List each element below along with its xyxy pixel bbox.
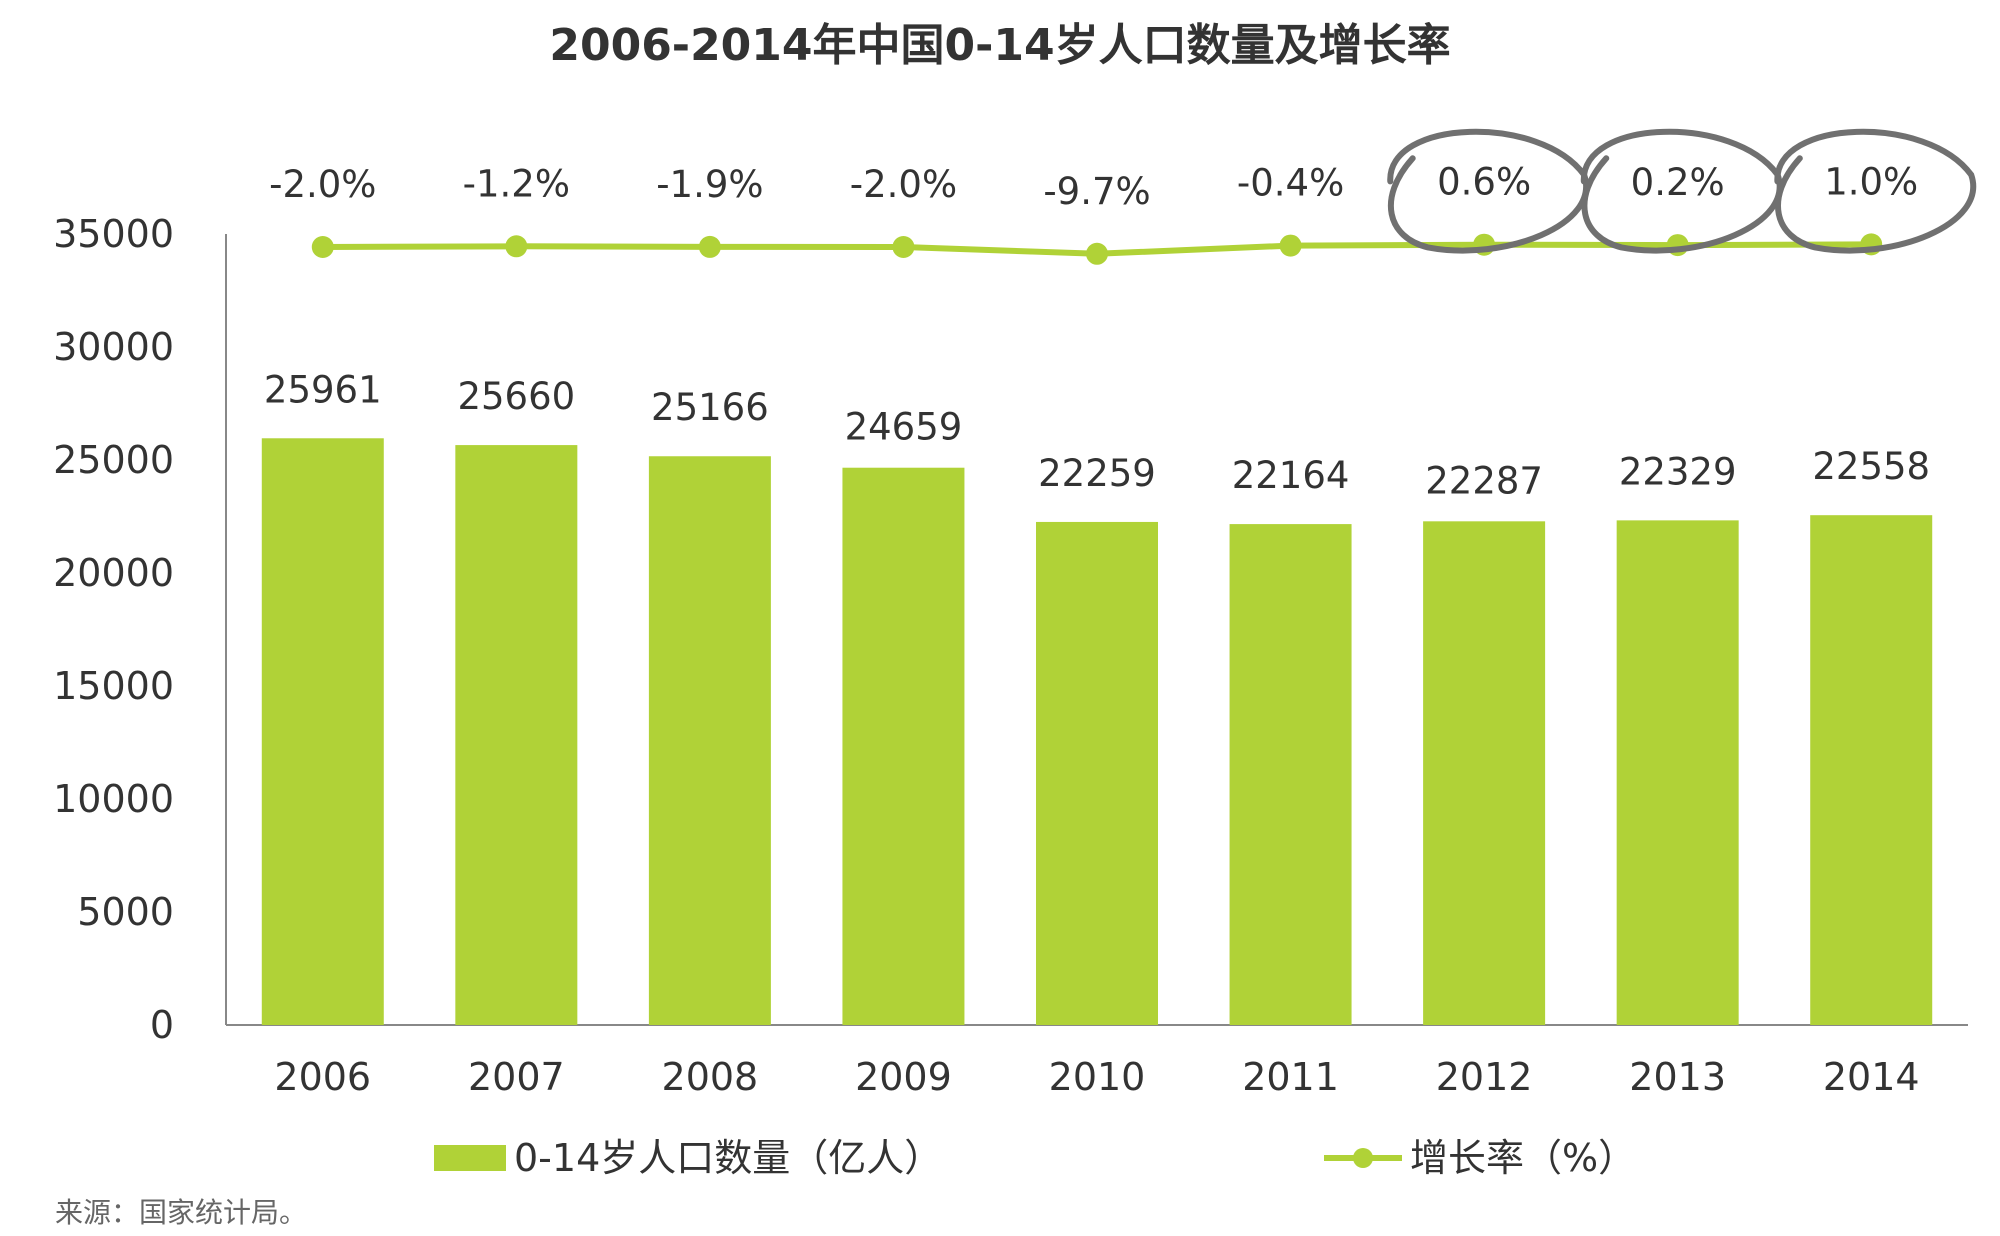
bar-value-labels: 25961 25660 25166 24659 22259 22164 22287 22329… (264, 368, 1930, 502)
bar-value-label: 25166 (651, 386, 769, 429)
bar-value-label: 25961 (264, 368, 382, 411)
source-note: 来源：国家统计局。 (55, 1196, 307, 1229)
y-tick-label: 0 (150, 1003, 174, 1047)
legend: 0-14岁人口数量（亿人） 增长率（%） (434, 1136, 1636, 1180)
y-tick-label: 35000 (53, 212, 174, 256)
x-tick-label: 2008 (662, 1055, 759, 1099)
growth-rate-label: -2.0% (850, 163, 957, 206)
growth-rate-labels: -2.0% -1.2% -1.9% -2.0% -9.7% -0.4% 0.6% 0.2% 1.… (269, 160, 1918, 212)
x-tick-label: 2006 (274, 1055, 371, 1099)
y-tick-label: 25000 (53, 438, 174, 482)
x-tick-label: 2011 (1242, 1055, 1339, 1099)
growth-rate-point (311, 236, 334, 258)
growth-rate-point (1279, 234, 1302, 257)
growth-rate-point (1086, 242, 1108, 265)
bar-value-label: 25660 (457, 375, 575, 418)
y-axis-ticks: 0 5000 10000 15000 20000 25000 30000 35000 (53, 212, 174, 1047)
bar-series (261, 438, 1933, 1026)
bar (455, 445, 578, 1026)
growth-rate-label: -1.9% (656, 163, 763, 206)
bar (1423, 521, 1546, 1025)
growth-rate-point (698, 235, 721, 258)
growth-rate-label: 0.6% (1437, 161, 1531, 204)
bar-value-label: 22329 (1619, 450, 1737, 493)
growth-rate-label: -1.2% (463, 162, 570, 205)
legend-line-label: 增长率（%） (1410, 1136, 1636, 1180)
x-tick-label: 2009 (855, 1055, 952, 1099)
x-tick-label: 2007 (468, 1055, 565, 1099)
growth-rate-label: -0.4% (1237, 162, 1344, 205)
growth-rate-label: 0.2% (1631, 161, 1725, 204)
y-tick-label: 5000 (77, 890, 174, 934)
x-tick-label: 2014 (1823, 1055, 1920, 1099)
bar (1036, 521, 1158, 1025)
bar-value-label: 22558 (1812, 445, 1930, 488)
legend-line-marker (1353, 1148, 1373, 1168)
x-tick-label: 2012 (1436, 1055, 1533, 1099)
y-tick-label: 15000 (53, 664, 174, 708)
bar-value-label: 22164 (1232, 454, 1350, 497)
x-axis-ticks: 2006 2007 2008 2009 2010 2011 2012 2013 2014 (274, 1055, 1919, 1099)
annotation-circle (1774, 128, 1977, 254)
x-tick-label: 2013 (1629, 1055, 1726, 1099)
bar-value-label: 24659 (845, 406, 963, 449)
growth-rate-label: -9.7% (1043, 170, 1150, 213)
bar (648, 456, 771, 1025)
hand-drawn-circles (1387, 128, 1977, 254)
bar-value-label: 22259 (1038, 452, 1156, 495)
growth-rate-label: 1.0% (1824, 160, 1918, 203)
annotation-circle (1387, 128, 1590, 254)
y-tick-label: 20000 (53, 551, 174, 595)
legend-bar-swatch (434, 1145, 506, 1171)
y-tick-label: 10000 (53, 777, 174, 821)
y-tick-label: 30000 (53, 325, 174, 369)
bar-value-label: 22287 (1425, 459, 1543, 502)
bar (842, 467, 965, 1025)
annotation-circle (1580, 128, 1783, 254)
x-tick-label: 2010 (1049, 1055, 1146, 1099)
bar (1616, 520, 1739, 1025)
growth-rate-point (892, 236, 915, 258)
bar (1229, 524, 1352, 1025)
growth-rate-label: -2.0% (269, 163, 376, 206)
bar (261, 438, 384, 1026)
growth-rate-point (505, 235, 528, 258)
legend-bar-label: 0-14岁人口数量（亿人） (514, 1136, 942, 1180)
chart-title: 2006-2014年中国0-14岁人口数量及增长率 (549, 20, 1450, 71)
bar (1810, 515, 1933, 1025)
